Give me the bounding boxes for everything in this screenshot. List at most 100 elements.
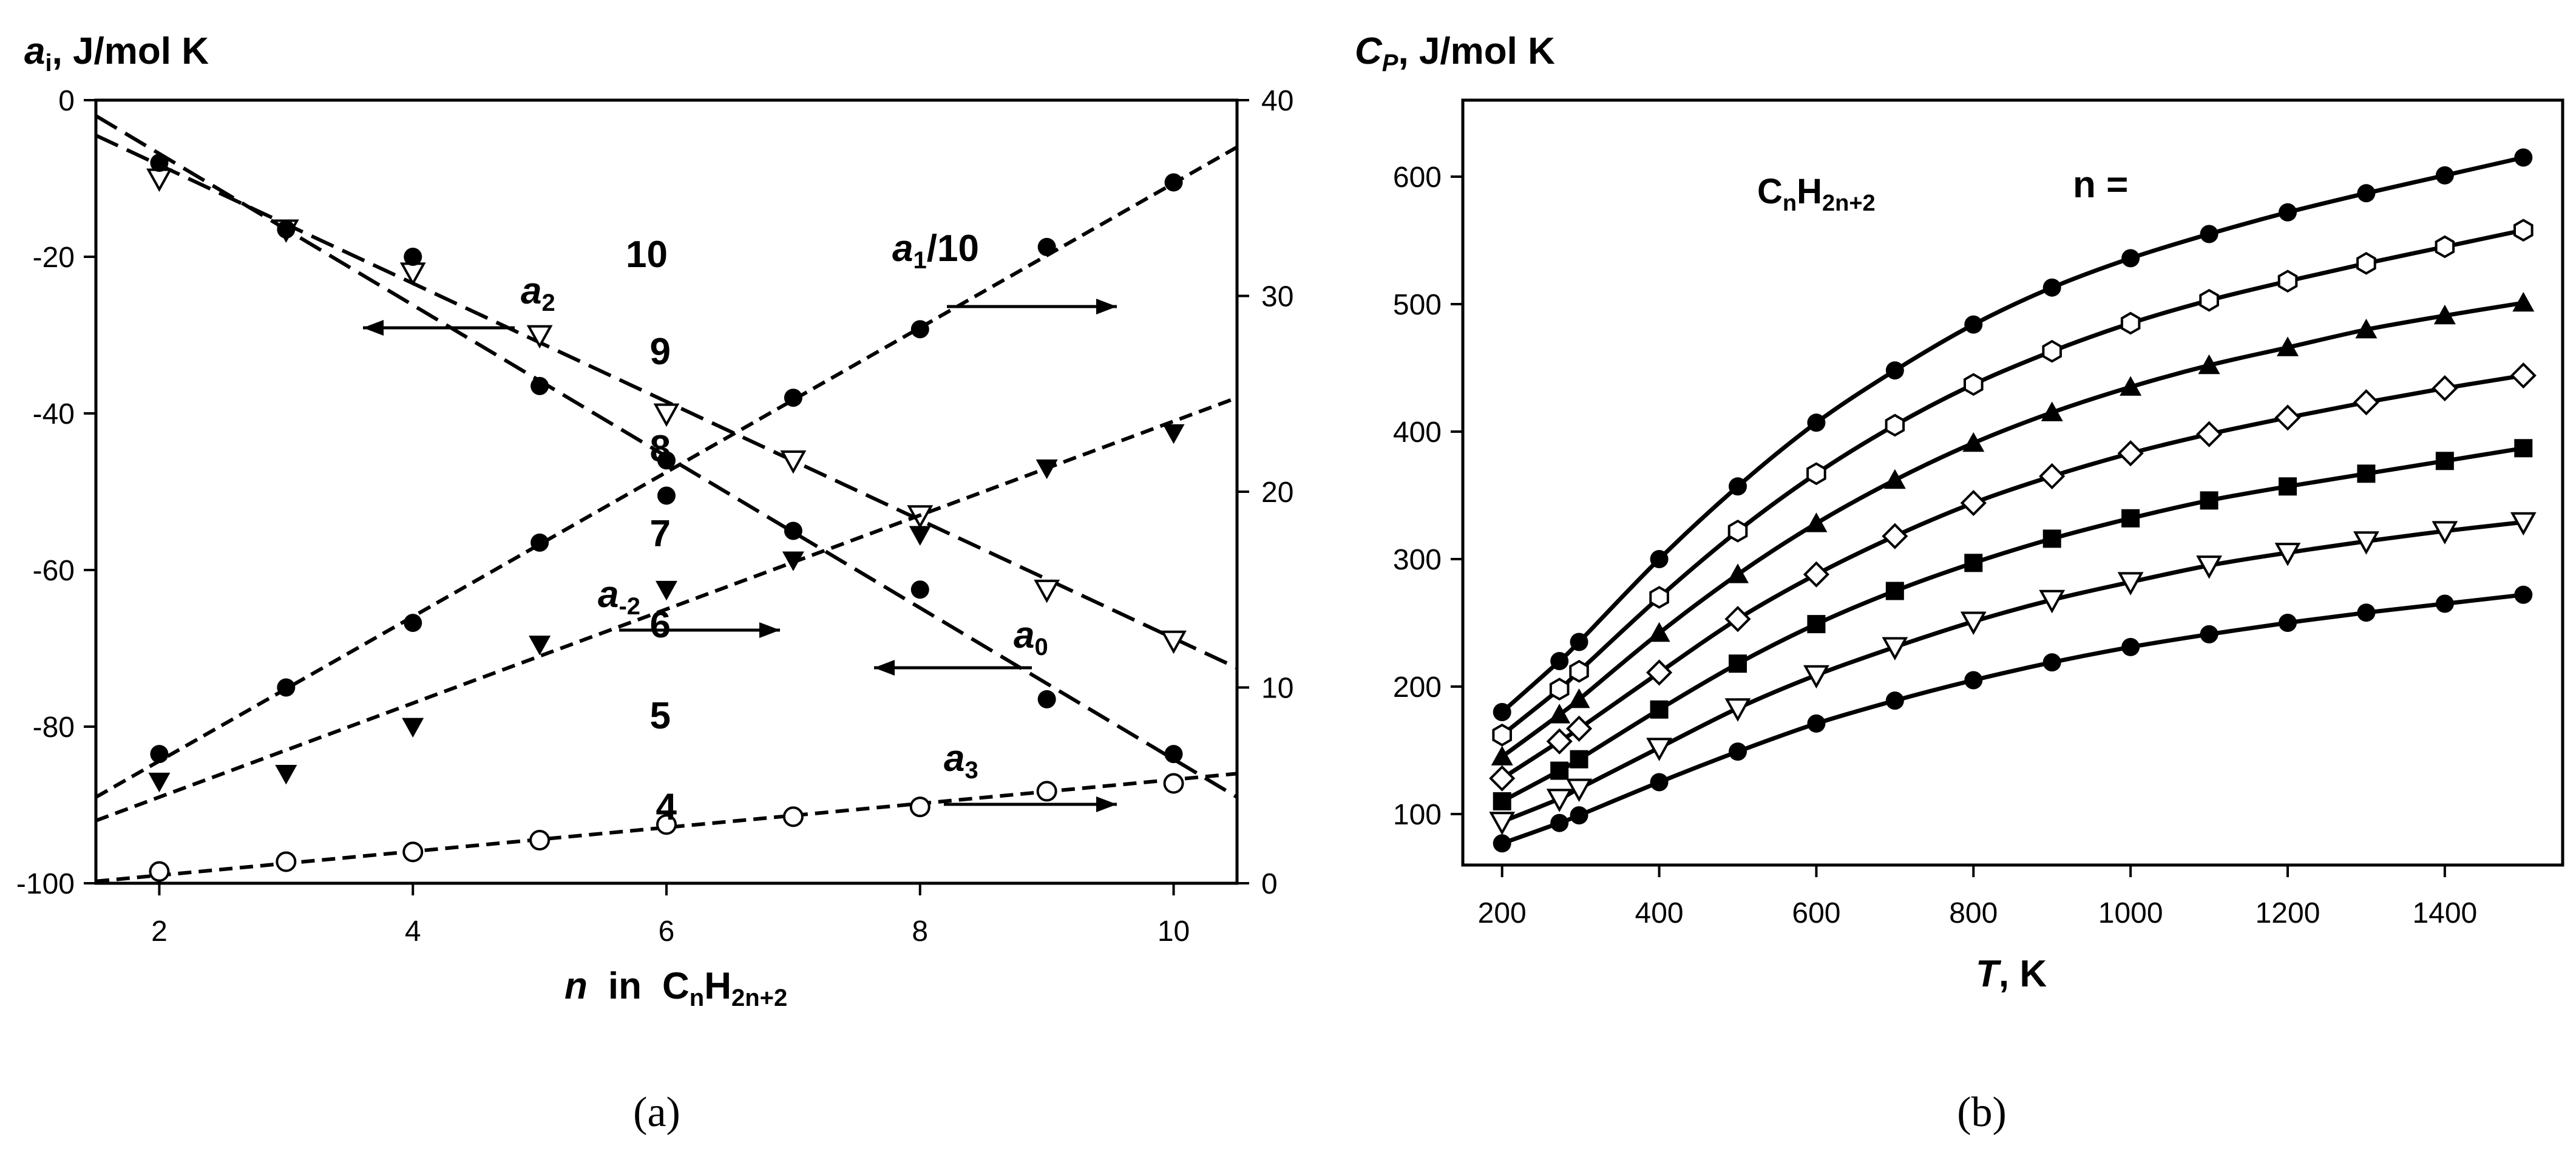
- series-a-2: a-2: [95, 396, 1238, 823]
- data-point: [2432, 375, 2458, 402]
- x-title-h-subscript: 2n+2: [731, 985, 787, 1011]
- y-title-unit: , J/mol K: [52, 30, 209, 72]
- data-point: [1565, 715, 1593, 742]
- data-point: [1882, 523, 1908, 549]
- data-point: [1883, 469, 1906, 489]
- y-left-tick-label: -60: [33, 555, 75, 587]
- data-point: [780, 450, 807, 474]
- data-point: [1548, 704, 1571, 724]
- series-label-n-7: 7: [650, 513, 671, 555]
- x-title-t: T: [1976, 953, 2002, 995]
- data-point: [2510, 512, 2537, 536]
- data-point: [1648, 622, 1670, 642]
- y-title-symbol: a: [24, 30, 45, 72]
- data-point: [2274, 404, 2301, 431]
- data-point: [1807, 413, 1826, 432]
- formula-h-subscript: 2n+2: [1822, 191, 1876, 216]
- data-point: [2042, 653, 2061, 672]
- data-point: [529, 636, 551, 656]
- data-point: [402, 841, 424, 863]
- data-point: [2117, 440, 2144, 467]
- data-point: [2355, 319, 2378, 339]
- data-point: [2042, 278, 2061, 297]
- panel-b-axes: 200 400 600 800 1000 1200 1400 100 200 300 400 500 6…: [1393, 161, 2477, 929]
- data-point: [2353, 531, 2379, 555]
- x-tick-label: 600: [1792, 897, 1840, 929]
- data-point: [1650, 773, 1669, 792]
- data-point: [1492, 723, 1512, 747]
- y-title-c: C: [1355, 30, 1383, 72]
- y-tick-label: 500: [1393, 289, 1442, 321]
- y-right-tick-label: 10: [1261, 673, 1293, 705]
- data-point: [1646, 659, 1673, 686]
- a0-arrow-head: [874, 660, 895, 676]
- data-point: [1034, 579, 1060, 603]
- data-point: [1649, 586, 1669, 609]
- data-point: [2120, 311, 2141, 335]
- series-n-7: 7: [650, 362, 2537, 792]
- data-point: [1164, 745, 1183, 764]
- series-n-9: 9: [650, 219, 2534, 747]
- data-point: [1727, 519, 1748, 543]
- data-point: [1650, 550, 1669, 568]
- data-point: [150, 745, 169, 764]
- x-tick-label: 1000: [2098, 897, 2163, 929]
- data-point: [1803, 665, 1829, 689]
- data-point: [1566, 778, 1592, 803]
- data-point: [909, 526, 931, 546]
- data-point: [656, 814, 677, 835]
- data-point: [1729, 477, 1747, 496]
- data-point: [2274, 543, 2301, 566]
- data-point: [2120, 376, 2142, 396]
- data-point: [1569, 659, 1589, 683]
- x-tick-label: 10: [1158, 915, 1190, 948]
- data-point: [2041, 401, 2063, 421]
- data-point: [1568, 688, 1590, 708]
- y-title-subscript: i: [45, 50, 52, 76]
- data-point: [2200, 225, 2218, 243]
- data-point: [277, 220, 296, 239]
- series-n-4: 4: [656, 585, 2533, 853]
- data-point: [2432, 521, 2458, 545]
- data-point: [2042, 339, 2062, 363]
- a1-arrow-head: [1096, 299, 1117, 314]
- x-title-c: C: [662, 965, 690, 1007]
- y-left-tick-label: -80: [33, 711, 75, 744]
- data-point: [2042, 529, 2061, 548]
- series-n-10: 10: [626, 148, 2533, 721]
- data-point: [2195, 421, 2223, 447]
- data-point: [656, 580, 677, 601]
- data-point: [526, 325, 553, 349]
- series-n-6: 6: [650, 439, 2533, 810]
- series-label-n-9: 9: [650, 331, 671, 373]
- data-point: [2121, 637, 2140, 656]
- data-point: [1035, 459, 1058, 480]
- data-point: [1885, 691, 1904, 710]
- panel-b-plot-content: 4 5 6 7 8 9 10: [626, 148, 2537, 853]
- data-point: [530, 533, 549, 552]
- panel-a: a2 a0 a1/10 a-2 a3 2 4 6 8 10 0 -20 -40 -60 -80 -100 0 1…: [16, 30, 1293, 1136]
- data-point: [1807, 615, 1826, 634]
- x-tick-label: 4: [405, 915, 421, 948]
- y-tick-label: 100: [1393, 799, 1442, 831]
- a2-arrow-head: [363, 320, 384, 336]
- data-point: [1550, 652, 1569, 670]
- data-point: [276, 851, 297, 872]
- data-point: [530, 376, 549, 395]
- data-point: [149, 861, 170, 882]
- data-point: [782, 806, 804, 827]
- data-point: [909, 796, 930, 818]
- data-point: [1546, 728, 1573, 755]
- data-point: [910, 320, 929, 339]
- data-point: [1164, 173, 1183, 192]
- data-point: [1885, 582, 1904, 600]
- formula-c: C: [1757, 172, 1783, 211]
- data-point: [2357, 184, 2376, 203]
- data-point: [1549, 677, 1570, 701]
- data-point: [2356, 251, 2376, 275]
- data-point: [784, 521, 802, 540]
- x-tick-label: 6: [659, 915, 675, 948]
- x-tick-label: 200: [1478, 897, 1527, 929]
